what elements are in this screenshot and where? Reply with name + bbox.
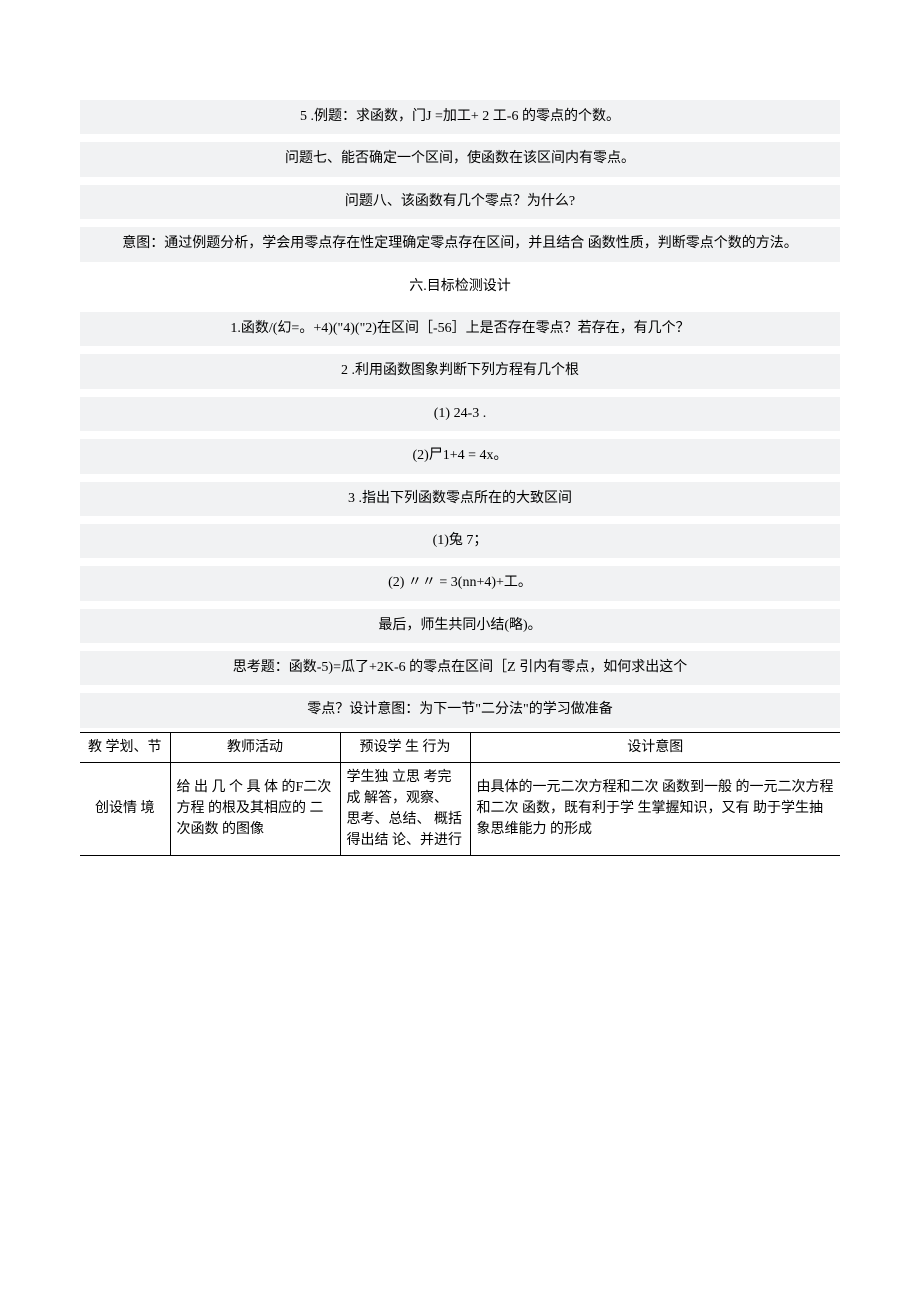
paragraph-line: 意图：通过例题分析，学会用零点存在性定理确定零点存在区间，并且结合 函数性质，判… — [80, 227, 840, 261]
paragraph-line: 3 .指出下列函数零点所在的大致区间 — [80, 482, 840, 516]
paragraph-line: 问题八、该函数有几个零点？为什么? — [80, 185, 840, 219]
section-heading: 六.目标检测设计 — [80, 270, 840, 304]
table-header-cell: 教师活动 — [170, 732, 340, 762]
table-cell: 由具体的一元二次方程和二次 函数到一般 的一元二次方程和二次 函数，既有利于学 … — [470, 762, 840, 855]
table-header-cell: 设计意图 — [470, 732, 840, 762]
table-header-cell: 预设学 生 行为 — [340, 732, 470, 762]
table-header-cell: 教 学划、节 — [80, 732, 170, 762]
paragraph-line: 最后，师生共同小结(略)。 — [80, 609, 840, 643]
paragraph-line: 问题七、能否确定一个区间，使函数在该区间内有零点。 — [80, 142, 840, 176]
table-cell: 学生独 立思 考完成 解答，观察、 思考、总结、 概括 得出结 论、并进行 — [340, 762, 470, 855]
table-row: 创设情 境 给 出 几 个 具 体 的F二次方程 的根及其相应的 二次函数 的图… — [80, 762, 840, 855]
paragraph-line: 1.函数/(幻=。+4)("4)("2)在区间［-56］上是否存在零点？若存在，… — [80, 312, 840, 346]
lesson-plan-table: 教 学划、节 教师活动 预设学 生 行为 设计意图 创设情 境 给 出 几 个 … — [80, 732, 840, 856]
paragraph-line: 思考题：函数-5)=瓜了+2K-6 的零点在区间［Z 引内有零点，如何求出这个 — [80, 651, 840, 685]
paragraph-line: (1)兔 7； — [80, 524, 840, 558]
paragraph-line: 5 .例题：求函数，门J =加工+ 2 工-6 的零点的个数。 — [80, 100, 840, 134]
table-cell: 创设情 境 — [80, 762, 170, 855]
paragraph-line: 零点？设计意图：为下一节"二分法"的学习做准备 — [80, 693, 840, 727]
table-header-row: 教 学划、节 教师活动 预设学 生 行为 设计意图 — [80, 732, 840, 762]
paragraph-line: 2 .利用函数图象判断下列方程有几个根 — [80, 354, 840, 388]
paragraph-line: (2)尸1+4 = 4x。 — [80, 439, 840, 473]
document-body: 5 .例题：求函数，门J =加工+ 2 工-6 的零点的个数。 问题七、能否确定… — [0, 0, 920, 916]
paragraph-line: (2) 〃〃 = 3(nn+4)+工。 — [80, 566, 840, 600]
table-cell: 给 出 几 个 具 体 的F二次方程 的根及其相应的 二次函数 的图像 — [170, 762, 340, 855]
paragraph-line: (1) 24-3 . — [80, 397, 840, 431]
